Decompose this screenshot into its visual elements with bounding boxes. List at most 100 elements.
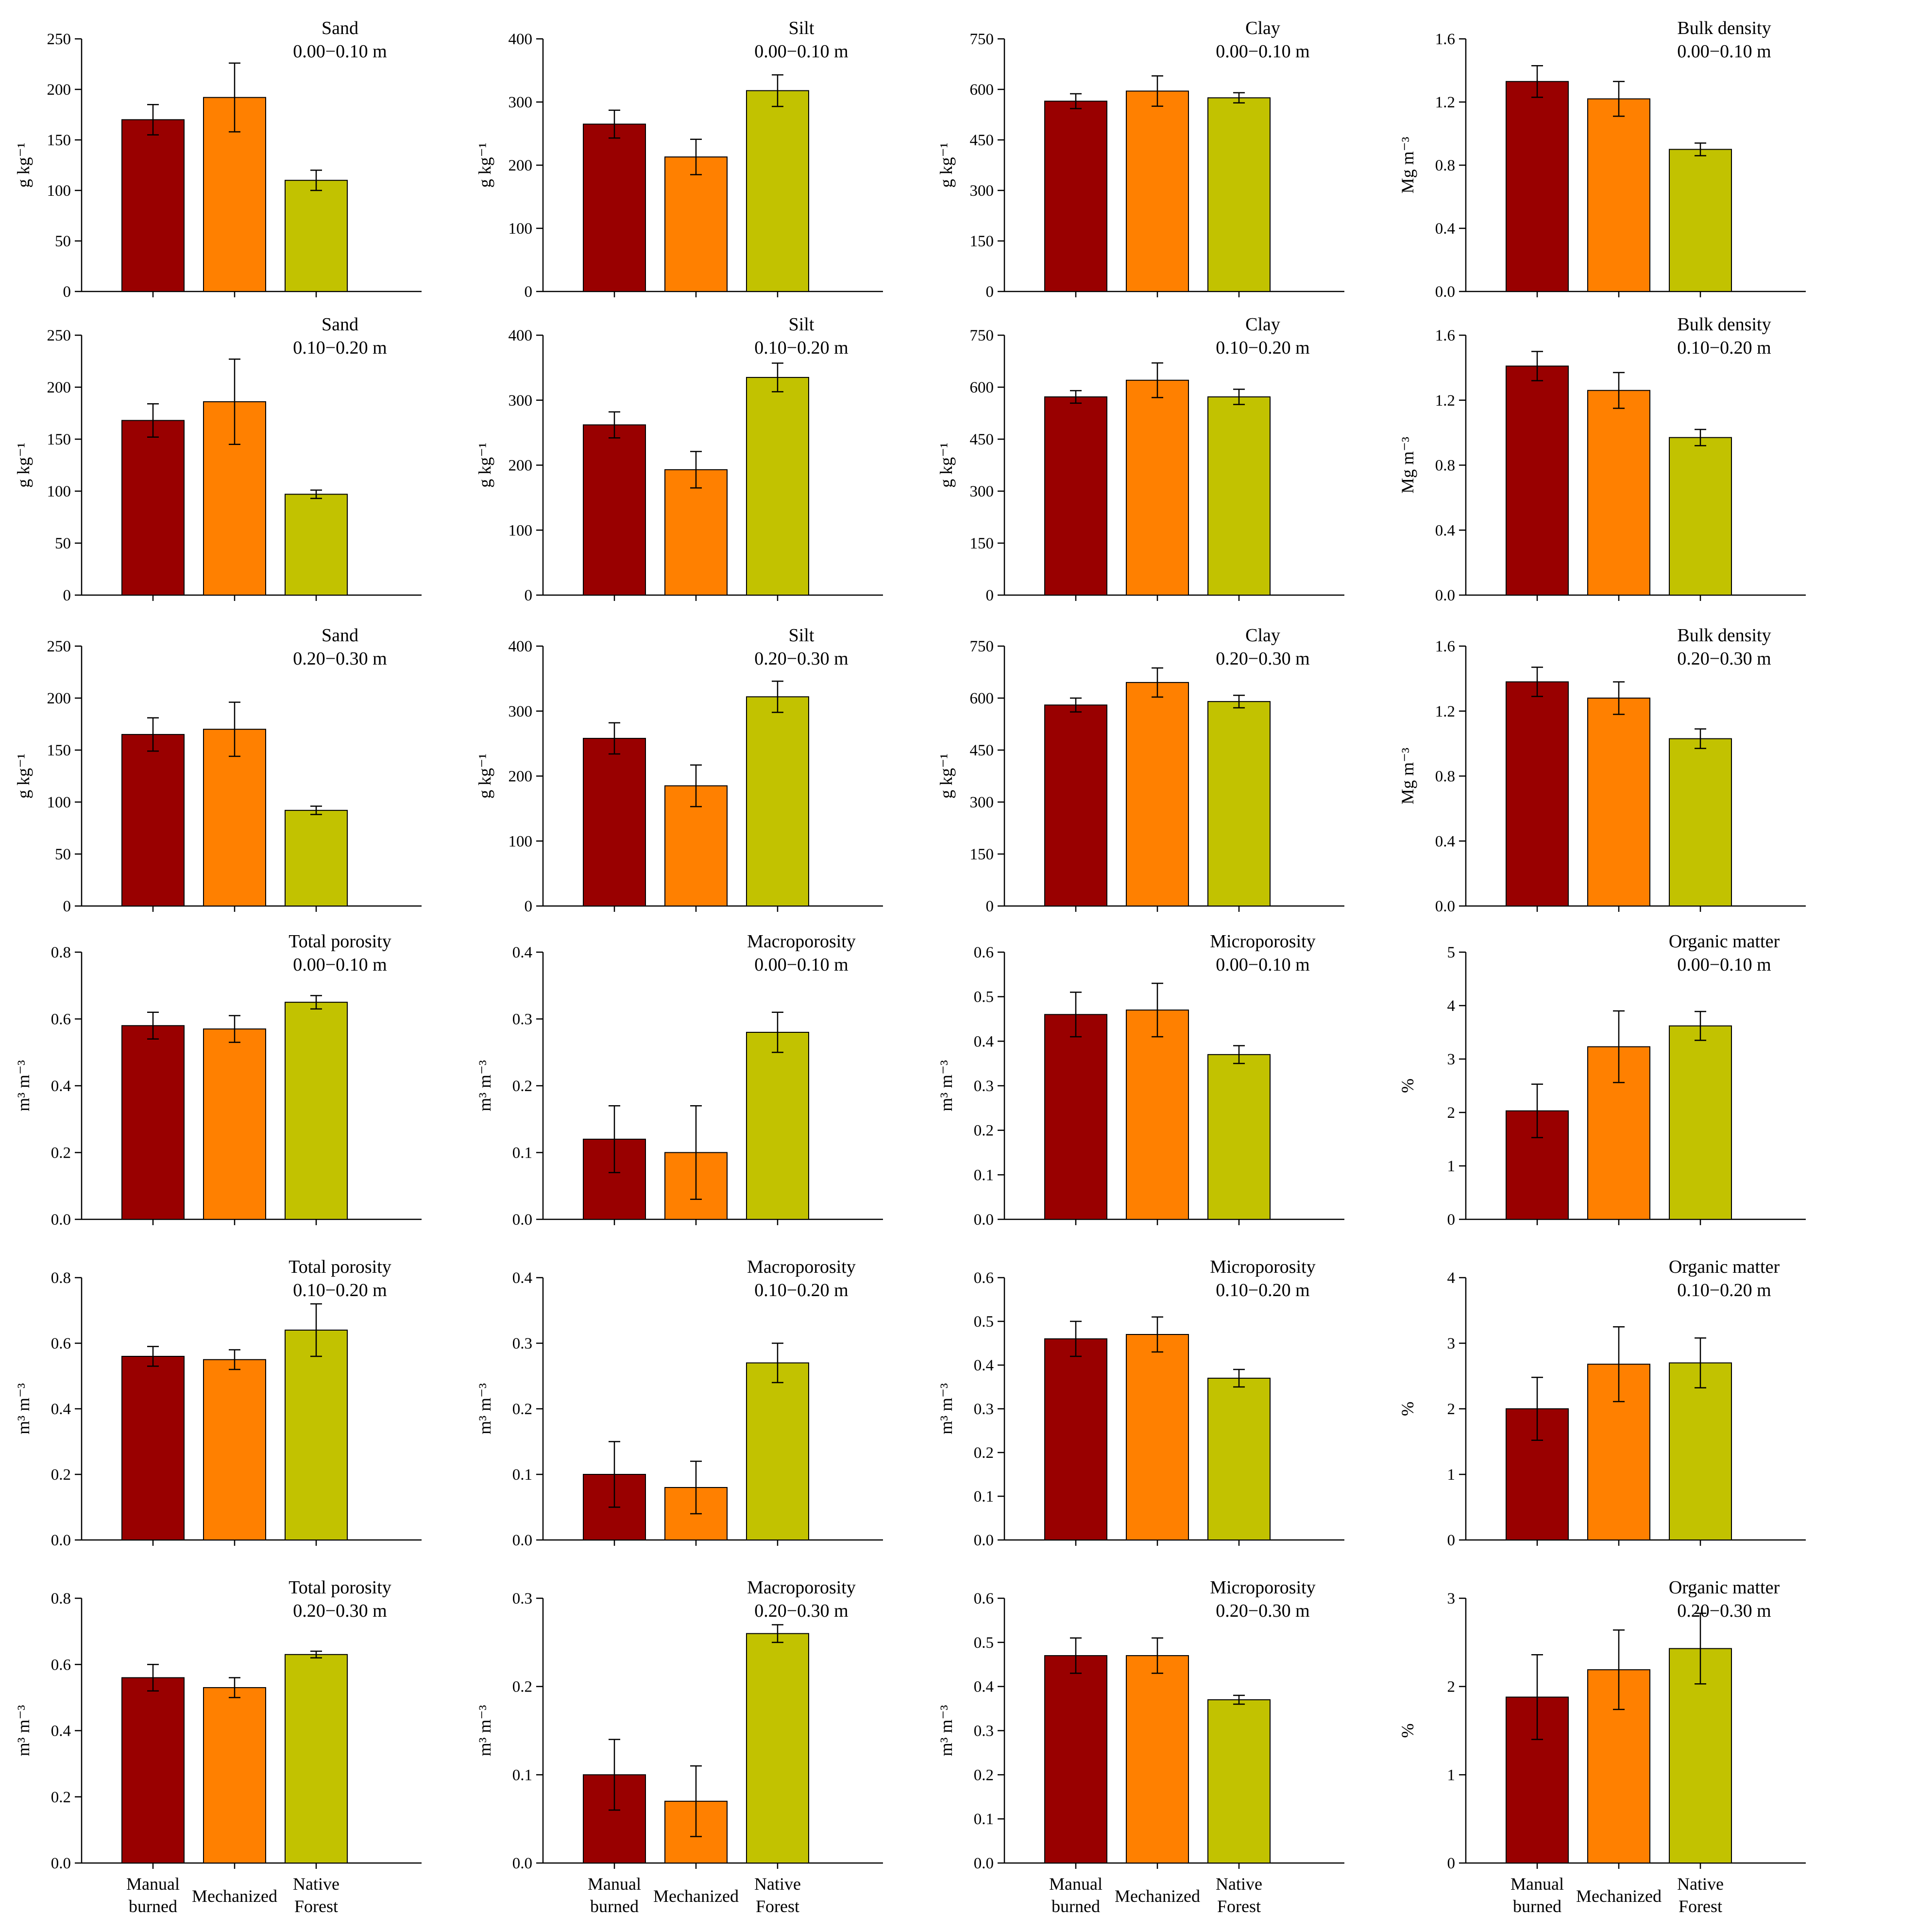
x-category-label: Mechanized (1115, 1886, 1200, 1906)
y-tick-label: 600 (970, 379, 994, 396)
panel-title: Bulk density (1677, 625, 1771, 646)
y-tick-label: 450 (970, 132, 994, 149)
panel-depth: 0.20−0.30 m (754, 1601, 848, 1621)
panel-title: Clay (1245, 18, 1280, 38)
y-tick-label: 0.8 (1435, 457, 1455, 475)
y-tick-label: 0.6 (51, 1011, 71, 1028)
y-tick-label: 200 (509, 457, 533, 475)
bar-3 (1669, 1025, 1732, 1220)
panel-22: 0.0 0.1 0.2 0.3 m³ m⁻³ Macroporosity 0.20−0.30… (475, 1577, 883, 1916)
bar-3 (285, 1330, 348, 1540)
panel-16: 0 1 2 3 4 5% Organic matter 0.00−0.10 m (1398, 931, 1806, 1229)
y-tick-label: 1 (1447, 1158, 1456, 1175)
y-tick-label: 0.4 (974, 1357, 994, 1374)
y-tick-label: 0.6 (51, 1335, 71, 1352)
y-tick-label: 250 (47, 31, 71, 48)
panel-14: 0.0 0.1 0.2 0.3 0.4 m³ m⁻³ Macroporosity 0.00−0… (475, 931, 883, 1229)
y-tick-label: 400 (509, 327, 533, 344)
y-tick-label: 3 (1447, 1590, 1456, 1607)
panel-title: Total porosity (288, 1257, 391, 1277)
y-tick-label: 0 (1447, 1855, 1456, 1872)
y-tick-label: 100 (509, 522, 533, 539)
y-tick-label: 0.4 (512, 1269, 532, 1287)
panel-11: 0 150 300 450 600 750 g kg⁻¹ Clay 0.20−0.30 m (936, 625, 1344, 915)
panel-title: Microporosity (1210, 1577, 1315, 1598)
y-tick-label: 200 (509, 157, 533, 174)
y-tick-label: 2 (1447, 1104, 1456, 1122)
panel-depth: 0.10−0.20 m (754, 1280, 848, 1300)
y-tick-label: 1.6 (1435, 327, 1455, 344)
panel-title: Silt (789, 18, 814, 38)
bar-1 (121, 420, 185, 596)
panel-title: Sand (322, 625, 358, 646)
y-tick-label: 1.6 (1435, 638, 1455, 655)
y-tick-label: 100 (509, 833, 533, 850)
bar-3 (1207, 396, 1271, 596)
y-tick-label: 0 (63, 587, 71, 604)
y-tick-label: 0.4 (51, 1077, 71, 1095)
panel-depth: 0.00−0.10 m (293, 955, 387, 975)
x-category-label: Native (1216, 1874, 1262, 1894)
y-tick-label: 400 (509, 638, 533, 655)
panel-depth: 0.10−0.20 m (293, 1280, 387, 1300)
x-category-label: burned (129, 1897, 177, 1916)
panel-17: 0.0 0.2 0.4 0.6 0.8 m³ m⁻³ Total porosity 0.10−… (14, 1257, 422, 1549)
y-tick-label: 0.8 (1435, 768, 1455, 786)
y-tick-label: 300 (970, 794, 994, 811)
bar-2 (1126, 682, 1189, 907)
y-tick-label: 0 (986, 587, 994, 604)
panel-depth: 0.00−0.10 m (1216, 955, 1310, 975)
y-tick-label: 0.2 (974, 1122, 994, 1140)
panel-title: Microporosity (1210, 1257, 1315, 1277)
y-tick-label: 400 (509, 31, 533, 48)
bar-1 (583, 737, 646, 907)
y-tick-label: 300 (509, 392, 533, 410)
panel-title: Macroporosity (747, 1577, 856, 1598)
panel-18: 0.0 0.1 0.2 0.3 0.4 m³ m⁻³ Macroporosity 0.10−0… (475, 1257, 883, 1549)
y-tick-label: 2 (1447, 1401, 1456, 1418)
panel-depth: 0.00−0.10 m (754, 955, 848, 975)
y-tick-label: 0.4 (51, 1401, 71, 1418)
bar-2 (1126, 1334, 1189, 1540)
panel-depth: 0.20−0.30 m (1216, 1601, 1310, 1621)
y-tick-label: 1.2 (1435, 94, 1455, 111)
y-tick-label: 0 (1447, 1532, 1456, 1549)
bar-3 (1207, 97, 1271, 292)
y-tick-label: 3 (1447, 1335, 1456, 1352)
bar-3 (1207, 1378, 1271, 1540)
y-axis-label: g kg⁻¹ (14, 753, 33, 799)
x-category-label: Manual (126, 1874, 180, 1894)
bar-2 (664, 156, 728, 292)
panel-title: Silt (789, 314, 814, 335)
y-tick-label: 300 (509, 703, 533, 720)
y-tick-label: 0.0 (1435, 587, 1455, 604)
y-tick-label: 1.6 (1435, 31, 1455, 48)
y-tick-label: 0.0 (51, 1532, 71, 1549)
panel-depth: 0.00−0.10 m (1677, 41, 1771, 62)
y-tick-label: 0.3 (512, 1011, 532, 1028)
x-category-label: Mechanized (192, 1886, 277, 1906)
y-axis-label: Mg m⁻³ (1398, 748, 1417, 804)
bar-1 (1044, 704, 1107, 907)
panel-13: 0.0 0.2 0.4 0.6 0.8 m³ m⁻³ Total porosity 0.00−… (14, 931, 422, 1229)
panel-depth: 0.10−0.20 m (1216, 1280, 1310, 1300)
panel-depth: 0.00−0.10 m (1677, 955, 1771, 975)
panel-depth: 0.20−0.30 m (754, 649, 848, 669)
panel-depth: 0.10−0.20 m (1216, 338, 1310, 358)
y-tick-label: 0.6 (974, 1269, 994, 1287)
panel-19: 0.0 0.1 0.2 0.3 0.4 0.5 0.6 m³ m⁻³ Microporosity… (936, 1257, 1344, 1549)
y-tick-label: 1 (1447, 1766, 1456, 1784)
bar-3 (285, 1002, 348, 1220)
bar-2 (1587, 698, 1650, 906)
panel-title: Organic matter (1669, 931, 1780, 952)
panel-title: Organic matter (1669, 1257, 1780, 1277)
y-axis-label: % (1398, 1724, 1417, 1738)
y-tick-label: 250 (47, 327, 71, 344)
x-category-label: burned (1513, 1897, 1561, 1916)
y-axis-label: % (1398, 1078, 1417, 1093)
panel-title: Microporosity (1210, 931, 1315, 952)
y-axis-label: Mg m⁻³ (1398, 437, 1417, 494)
y-axis-label: m³ m⁻³ (14, 1705, 33, 1756)
bar-2 (203, 729, 266, 906)
panel-depth: 0.10−0.20 m (293, 338, 387, 358)
